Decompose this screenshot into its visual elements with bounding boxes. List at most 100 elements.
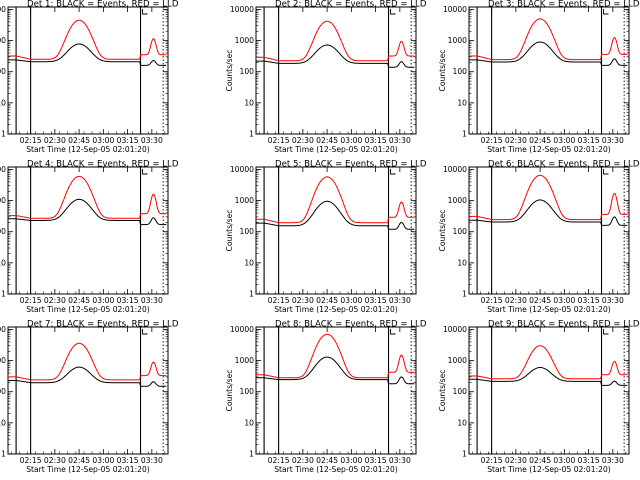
y-tick-label: 1 (249, 130, 254, 139)
series-events-line (8, 366, 167, 387)
y-axis-label: Counts/sec (438, 370, 447, 412)
series-lld-line (8, 342, 167, 381)
x-tick-label: 02:15 (268, 296, 290, 305)
x-tick-label: 03:15 (578, 296, 600, 305)
y-tick-label: 10000 (0, 5, 6, 14)
series-lld-line (469, 174, 628, 221)
y-tick-label: 1 (249, 290, 254, 299)
chart-det-1: Det 1: BLACK = Events, RED = LLD 1 10 100 10… (0, 0, 179, 154)
x-tick-label: 03:00 (340, 456, 362, 465)
y-tick-label: 1000 (448, 356, 467, 365)
corner-bracket (390, 329, 396, 335)
x-tick-label: 03:00 (340, 136, 362, 145)
x-tick-label: 03:15 (117, 456, 139, 465)
x-tick-label: 02:15 (20, 136, 42, 145)
x-tick-label: 02:30 (44, 296, 66, 305)
x-tick-label: 03:30 (602, 296, 624, 305)
x-tick-label: 02:45 (68, 296, 90, 305)
x-tick-label: 02:45 (68, 456, 90, 465)
series-lld-line (8, 175, 167, 219)
y-tick-label: 1000 (235, 196, 254, 205)
x-tick-label: 02:15 (481, 136, 503, 145)
y-tick-label: 10000 (0, 165, 6, 174)
y-tick-label: 100 (0, 387, 6, 396)
chart-title: Det 8: BLACK = Events, RED = LLD (275, 320, 427, 330)
y-tick-label: 100 (0, 67, 6, 76)
y-tick-label: 100 (453, 67, 468, 76)
x-tick-label: 02:15 (481, 296, 503, 305)
x-tick-label: 02:45 (68, 136, 90, 145)
corner-bracket (603, 329, 609, 335)
y-tick-label: 100 (453, 227, 468, 236)
x-tick-label: 02:45 (316, 296, 338, 305)
x-tick-label: 03:30 (141, 456, 163, 465)
y-tick-label: 10 (0, 98, 6, 107)
y-tick-label: 1000 (0, 356, 6, 365)
chart-det-6: Det 6: BLACK = Events, RED = LLD 1 10 100 10… (438, 160, 640, 315)
y-tick-label: 1 (1, 130, 6, 139)
chart-title: Det 7: BLACK = Events, RED = LLD (27, 320, 179, 330)
y-tick-label: 10 (0, 418, 6, 427)
x-axis-label: Start Time (12-Sep-05 02:01:20) (487, 465, 611, 474)
y-tick-label: 100 (453, 387, 468, 396)
chart-title: Det 1: BLACK = Events, RED = LLD (27, 0, 179, 10)
corner-bracket (603, 169, 609, 175)
y-tick-label: 10000 (443, 5, 467, 14)
chart-title: Det 4: BLACK = Events, RED = LLD (27, 160, 179, 170)
y-tick-label: 100 (240, 67, 255, 76)
x-tick-label: 03:30 (602, 136, 624, 145)
x-tick-label: 02:15 (268, 136, 290, 145)
x-tick-label: 02:45 (529, 136, 551, 145)
series-events-line (8, 198, 167, 226)
x-tick-label: 03:00 (92, 296, 114, 305)
series-events-line (469, 199, 628, 226)
y-tick-label: 10000 (230, 5, 254, 14)
series-events-line (469, 41, 628, 66)
y-tick-label: 10 (244, 98, 254, 107)
chart-det-2: Det 2: BLACK = Events, RED = LLD 1 10 100 10… (225, 0, 427, 154)
y-tick-label: 10000 (443, 325, 467, 334)
y-tick-label: 1000 (235, 36, 254, 45)
x-tick-label: 02:45 (529, 296, 551, 305)
x-tick-label: 03:30 (389, 296, 411, 305)
series-events-line (256, 356, 415, 385)
plot-frame (7, 166, 169, 295)
y-tick-label: 1000 (448, 196, 467, 205)
x-tick-label: 02:30 (292, 136, 314, 145)
x-tick-label: 02:15 (481, 456, 503, 465)
x-axis-label: Start Time (12-Sep-05 02:01:20) (274, 305, 398, 314)
series-lld-line (469, 18, 628, 61)
y-tick-label: 10 (457, 418, 467, 427)
y-tick-label: 1 (462, 130, 467, 139)
x-tick-label: 03:15 (117, 296, 139, 305)
x-tick-label: 02:30 (292, 296, 314, 305)
x-axis-label: Start Time (12-Sep-05 02:01:20) (26, 305, 150, 314)
x-tick-label: 03:30 (141, 296, 163, 305)
series-lld-line (256, 333, 415, 379)
plot-frame (7, 6, 169, 135)
y-axis-label: Counts/sec (225, 370, 234, 412)
series-events-line (256, 44, 415, 68)
y-tick-label: 1000 (448, 36, 467, 45)
y-axis-label: Counts/sec (225, 210, 234, 252)
corner-bracket (603, 9, 609, 15)
series-lld-line (256, 176, 415, 224)
x-tick-label: 03:30 (602, 456, 624, 465)
x-tick-label: 02:45 (316, 456, 338, 465)
series-lld-line (256, 20, 415, 62)
x-tick-label: 03:00 (553, 456, 575, 465)
corner-bracket (390, 9, 396, 15)
y-tick-label: 1 (462, 450, 467, 459)
series-lld-line (469, 345, 628, 380)
chart-det-3: Det 3: BLACK = Events, RED = LLD 1 10 100 10… (438, 0, 640, 154)
y-axis-label: Counts/sec (225, 50, 234, 92)
x-axis-label: Start Time (12-Sep-05 02:01:20) (487, 305, 611, 314)
chart-title: Det 5: BLACK = Events, RED = LLD (275, 160, 427, 170)
y-tick-label: 100 (240, 227, 255, 236)
y-axis-label: Counts/sec (438, 210, 447, 252)
chart-title: Det 6: BLACK = Events, RED = LLD (488, 160, 640, 170)
x-tick-label: 03:00 (553, 296, 575, 305)
x-tick-label: 03:00 (92, 136, 114, 145)
x-tick-label: 02:15 (268, 456, 290, 465)
